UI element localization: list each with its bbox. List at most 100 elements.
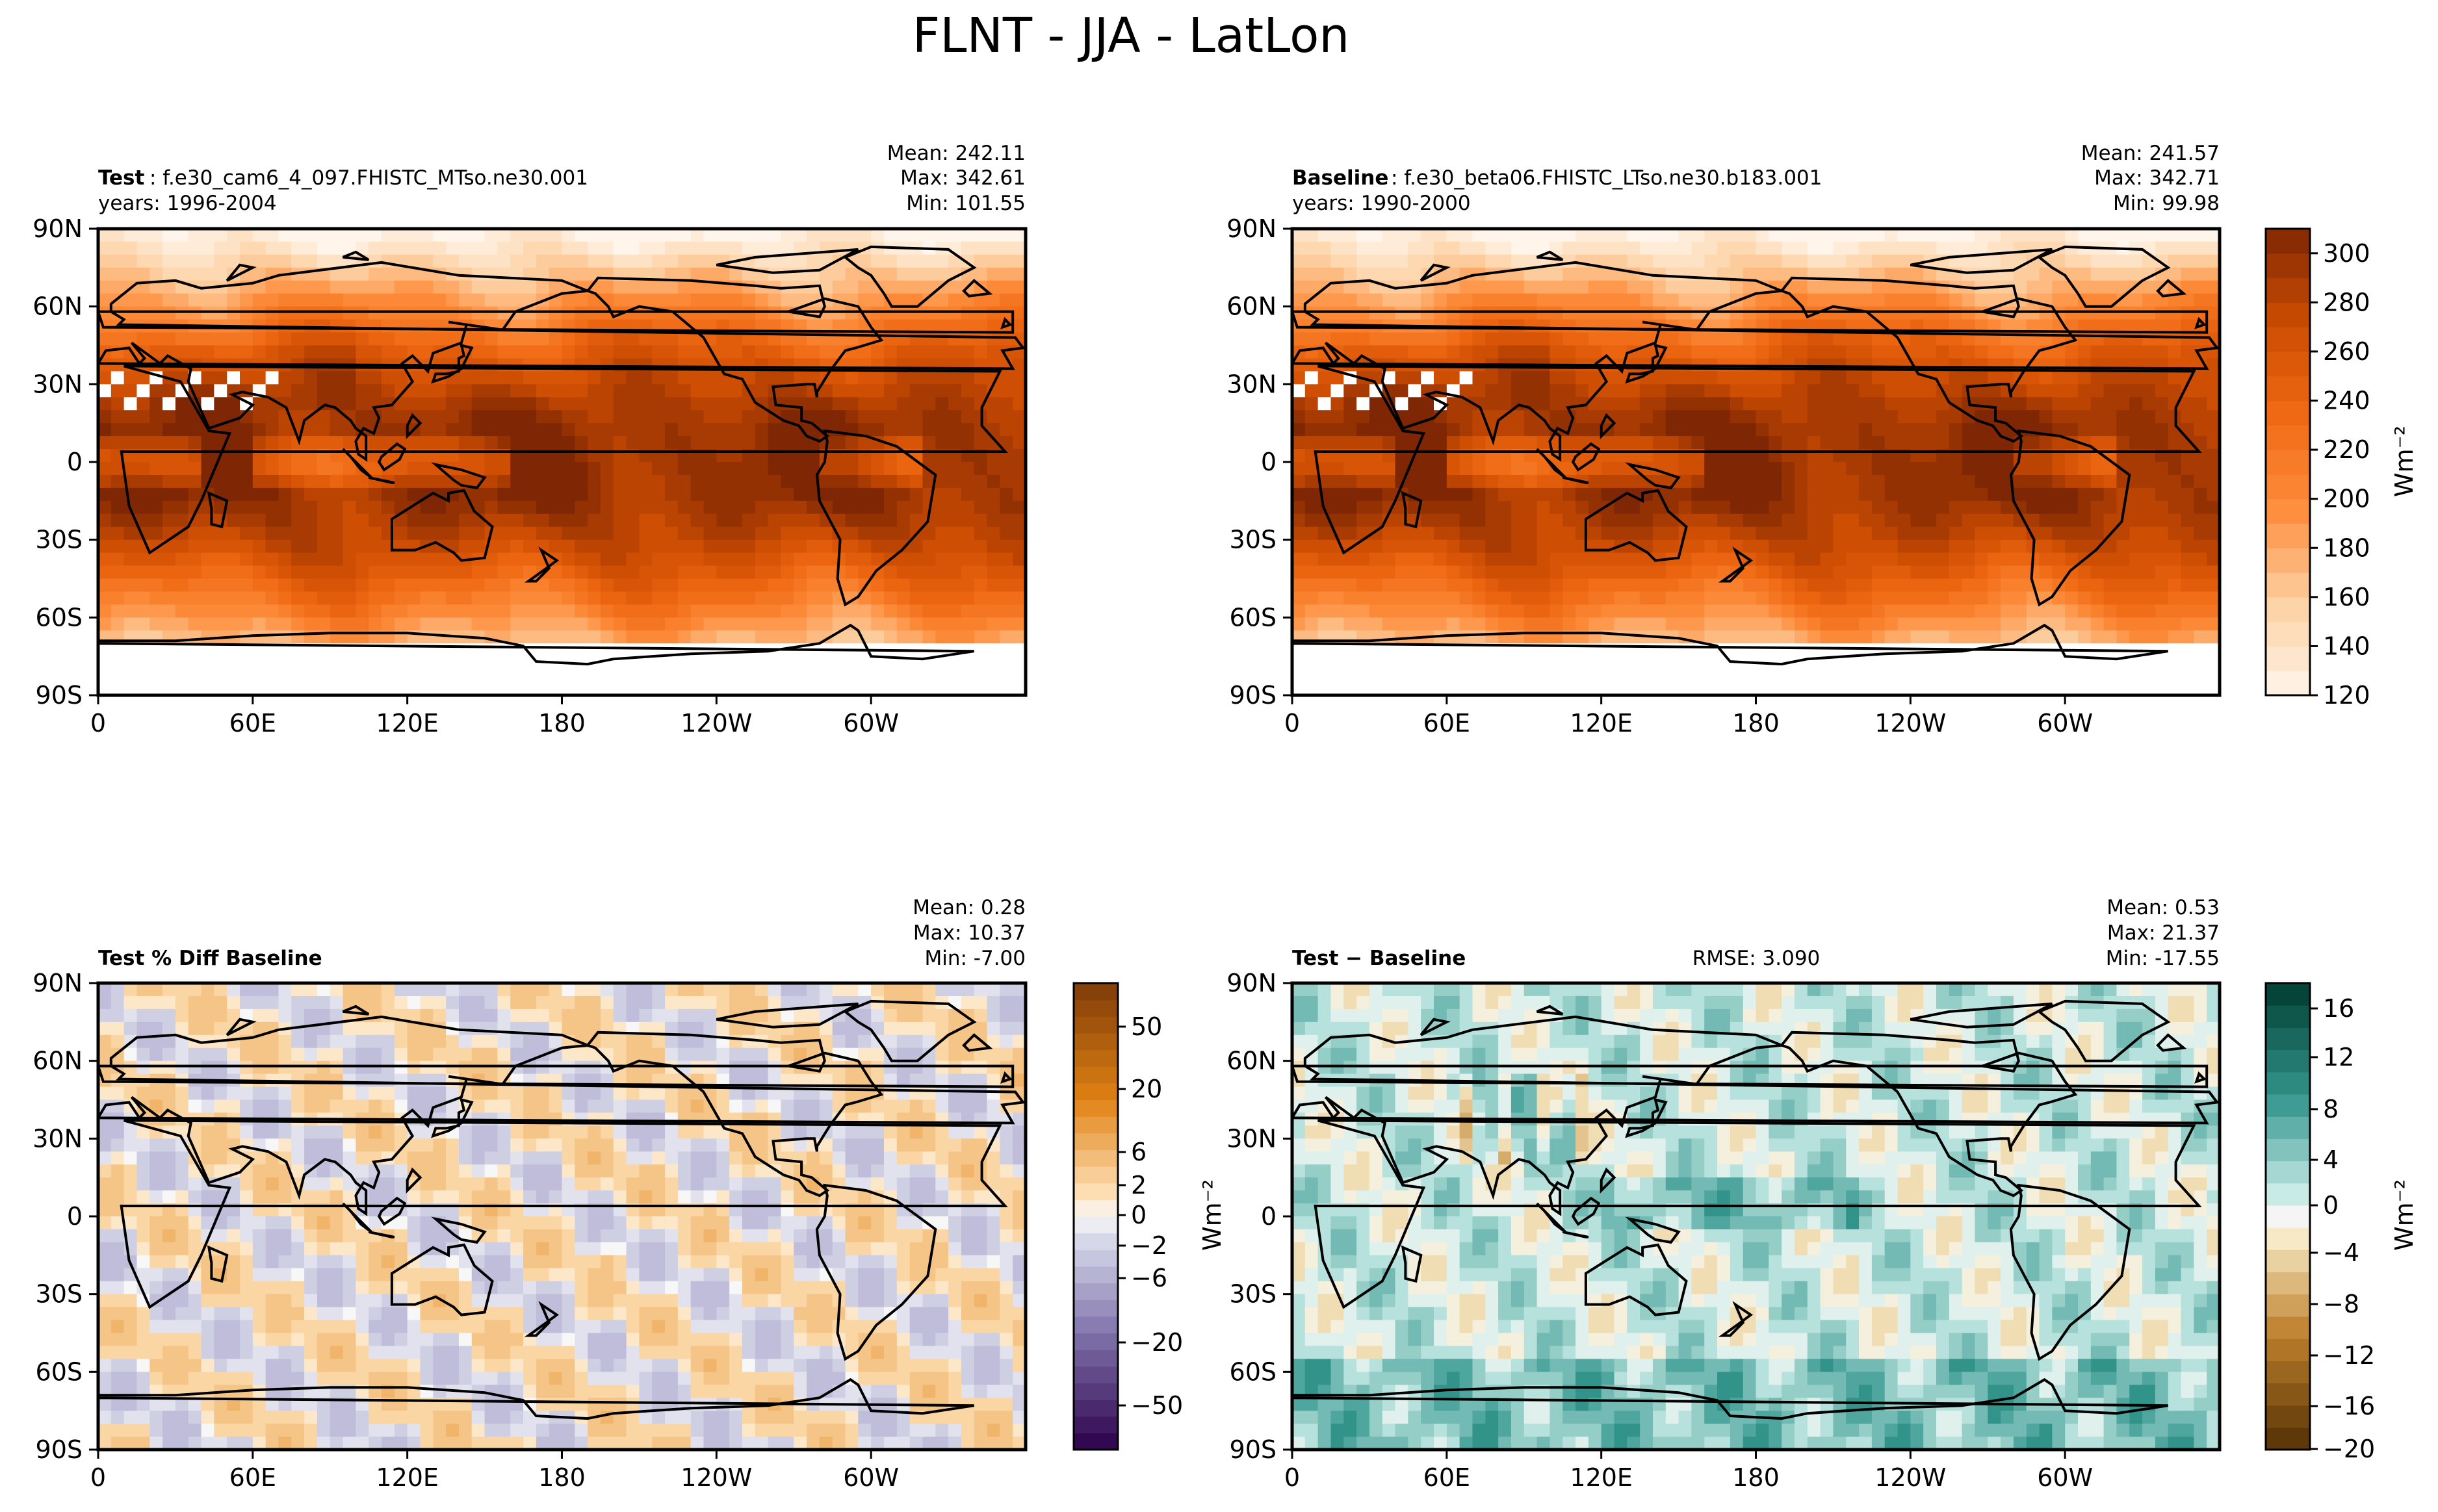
field-cell	[588, 229, 601, 242]
field-cell	[394, 552, 408, 567]
field-cell	[935, 656, 949, 670]
field-cell	[922, 254, 936, 268]
field-cell	[1743, 578, 1757, 593]
field-cell	[2129, 604, 2143, 618]
field-cell	[896, 669, 911, 683]
field-cell	[510, 578, 524, 593]
field-cell	[1511, 500, 1525, 515]
field-cell	[1743, 345, 1757, 359]
field-cell	[1769, 474, 1782, 489]
field-cell	[768, 332, 782, 346]
field-cell	[356, 410, 369, 424]
field-cell	[1794, 280, 1808, 294]
field-cell	[407, 267, 421, 281]
field-cell	[240, 604, 253, 618]
field-cell	[755, 462, 769, 476]
field-cell	[1382, 241, 1396, 255]
field-cell	[1292, 539, 1306, 554]
field-cell	[201, 436, 214, 450]
field-cell	[961, 474, 975, 489]
field-cell	[1871, 436, 1886, 450]
field-cell	[832, 306, 846, 320]
field-cell	[98, 552, 112, 567]
field-cell	[613, 241, 627, 255]
field-cell	[214, 539, 227, 554]
field-cell	[1408, 332, 1421, 346]
field-cell	[755, 306, 769, 320]
field-cell	[1794, 332, 1808, 346]
field-cell	[600, 462, 614, 476]
field-cell	[1936, 474, 1950, 489]
field-cell	[2090, 371, 2105, 385]
field-cell	[420, 306, 434, 320]
field-cell	[2181, 526, 2194, 541]
field-cell	[832, 280, 846, 294]
field-cell	[278, 630, 292, 644]
field-cell	[575, 474, 588, 489]
field-cell	[1949, 513, 1963, 528]
field-cell	[626, 332, 640, 346]
field-cell	[639, 604, 653, 618]
field-cell	[2168, 371, 2182, 385]
field-cell	[136, 293, 150, 307]
field-cell	[394, 332, 408, 346]
field-cell	[2052, 591, 2066, 605]
field-cell	[2103, 410, 2118, 424]
field-cell	[304, 552, 318, 567]
field-cell	[1459, 513, 1473, 528]
field-cell	[394, 578, 408, 593]
field-cell	[665, 410, 679, 424]
field-cell	[510, 630, 524, 644]
field-cell	[832, 397, 846, 411]
field-cell	[1640, 474, 1653, 489]
field-cell	[407, 241, 421, 255]
field-cell	[2116, 229, 2130, 242]
field-cell	[510, 526, 524, 541]
field-cell	[883, 656, 898, 670]
field-cell	[1923, 397, 1937, 411]
field-cell	[1511, 552, 1525, 567]
field-cell	[1395, 384, 1408, 398]
field-cell	[240, 565, 253, 580]
field-cell	[394, 384, 408, 398]
field-cell	[394, 436, 408, 450]
field-cell	[1563, 241, 1576, 255]
field-cell	[703, 229, 717, 242]
field-cell	[883, 487, 898, 502]
field-cell	[677, 371, 692, 385]
field-cell	[149, 462, 163, 476]
field-cell	[1614, 345, 1627, 359]
field-cell	[1472, 487, 1486, 502]
field-cell	[639, 487, 653, 502]
field-cell	[575, 500, 588, 515]
field-cell	[896, 254, 911, 268]
field-cell	[845, 280, 859, 294]
field-cell	[871, 604, 885, 618]
field-cell	[987, 630, 1000, 644]
field-cell	[1910, 617, 1924, 631]
field-cell	[1498, 436, 1512, 450]
field-cell	[768, 306, 782, 320]
field-cell	[600, 423, 614, 437]
field-cell	[575, 526, 588, 541]
field-cell	[871, 630, 885, 644]
field-cell	[343, 565, 356, 580]
field-cell	[1550, 384, 1563, 398]
field-cell	[240, 474, 253, 489]
field-cell	[935, 500, 949, 515]
field-cell	[742, 280, 756, 294]
field-cell	[458, 436, 473, 450]
field-cell	[652, 280, 666, 294]
field-cell	[1975, 578, 1988, 593]
field-cell	[2155, 332, 2169, 346]
field-cell	[575, 487, 588, 502]
field-cell	[420, 384, 434, 398]
field-cell	[304, 423, 318, 437]
field-cell	[1356, 487, 1370, 502]
field-cell	[896, 526, 911, 541]
field-cell	[123, 578, 138, 593]
field-cell	[626, 436, 640, 450]
field-cell	[343, 513, 356, 528]
field-cell	[227, 306, 240, 320]
field-cell	[1897, 280, 1911, 294]
